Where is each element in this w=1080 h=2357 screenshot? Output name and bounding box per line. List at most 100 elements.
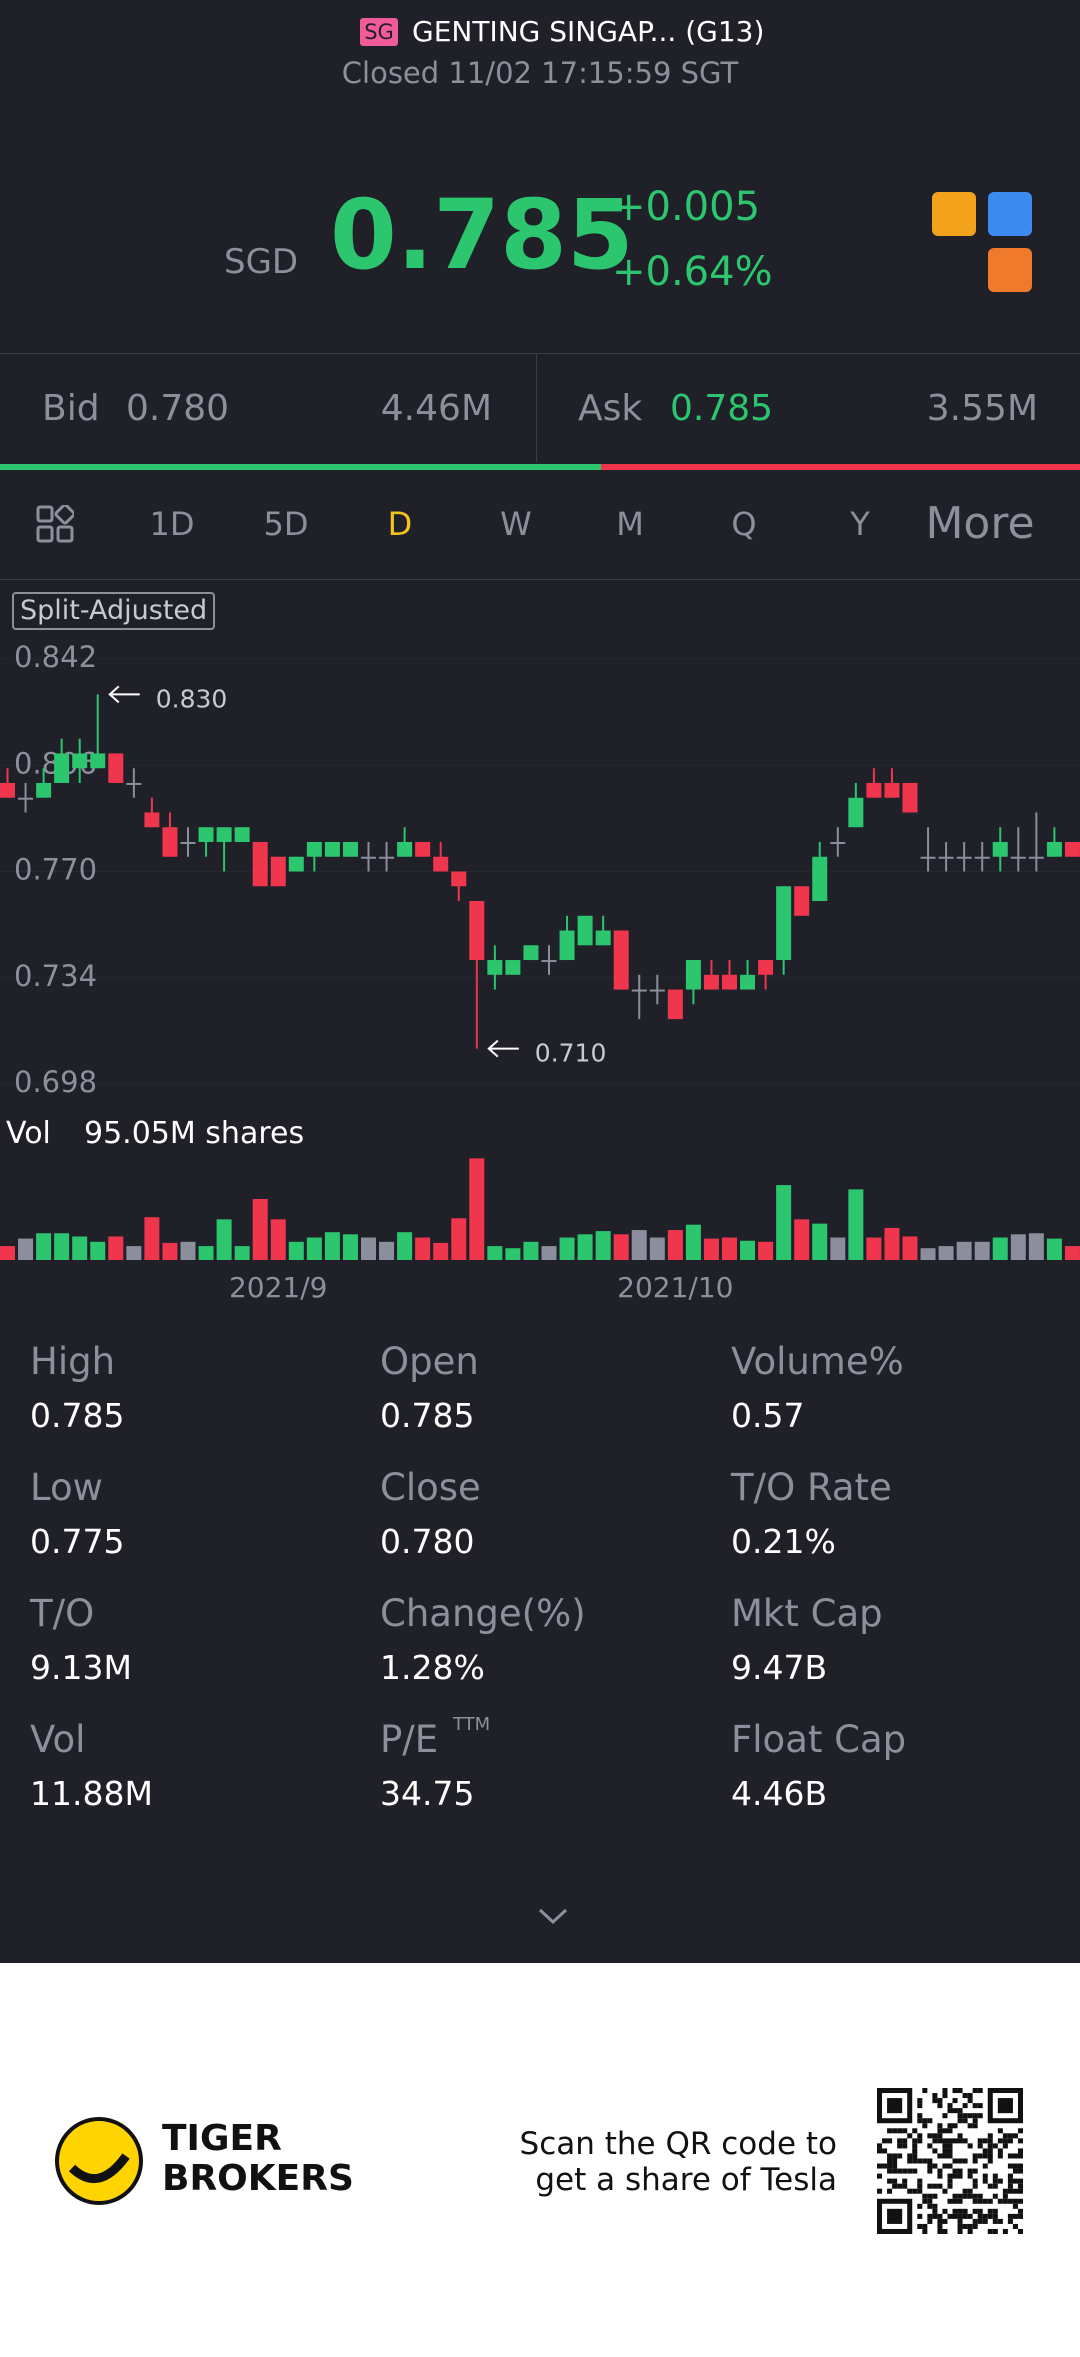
qr-module	[917, 2158, 923, 2164]
layout-icon[interactable]	[36, 503, 76, 543]
expand-chevron[interactable]	[536, 1905, 570, 1927]
qr-module	[1012, 2188, 1018, 2194]
qr-module	[1002, 2143, 1008, 2149]
qr-module	[962, 2188, 968, 2194]
qr-module	[982, 2178, 988, 2184]
qr-module	[912, 2128, 918, 2134]
volume-bar	[108, 1236, 124, 1260]
candle-body	[324, 841, 340, 857]
volume-text: 95.05M shares	[84, 1116, 305, 1151]
volume-bar	[1028, 1233, 1044, 1260]
qr-module	[937, 2213, 943, 2219]
qr-module	[1012, 2213, 1018, 2219]
volume-bar	[848, 1189, 864, 1260]
qr-module	[1012, 2153, 1018, 2159]
qr-module	[962, 2223, 968, 2229]
volume-bar	[361, 1237, 376, 1260]
qr-module	[987, 2138, 993, 2144]
qr-module	[927, 2163, 933, 2169]
period-tab[interactable]: More	[925, 498, 1035, 549]
qr-module	[977, 2103, 983, 2109]
stat-label: Vol	[30, 1718, 86, 1761]
qr-module	[972, 2168, 978, 2174]
qr-finder-core	[887, 2098, 903, 2114]
qr-module	[932, 2208, 938, 2214]
dividend-icon[interactable]	[932, 192, 976, 236]
candle-body	[162, 827, 178, 857]
qr-module	[922, 2118, 928, 2124]
volume-bar	[162, 1242, 178, 1260]
qr-module	[927, 2213, 933, 2219]
qr-module	[952, 2123, 958, 2129]
qr-module	[917, 2203, 923, 2209]
qr-module	[892, 2168, 898, 2174]
qr-module	[937, 2228, 943, 2234]
period-tab[interactable]: M	[616, 505, 644, 543]
qr-module	[967, 2173, 973, 2179]
candle-body	[613, 930, 629, 990]
volume-bar	[722, 1237, 737, 1260]
qr-module	[952, 2208, 958, 2214]
volume-bar	[126, 1246, 142, 1260]
qr-module	[952, 2088, 958, 2094]
qr-module	[952, 2108, 958, 2114]
qr-module	[957, 2218, 963, 2224]
period-tab[interactable]: D	[387, 505, 413, 543]
qr-module	[927, 2183, 933, 2189]
period-tab[interactable]: Y	[850, 505, 870, 543]
volume-bar	[487, 1246, 503, 1260]
qr-module	[912, 2188, 918, 2194]
qr-module	[912, 2158, 918, 2164]
qr-module	[992, 2178, 998, 2184]
qr-module	[992, 2143, 998, 2149]
brand-logo	[55, 2117, 143, 2205]
event-icon[interactable]	[988, 248, 1032, 292]
qr-module	[937, 2218, 943, 2224]
divider	[0, 579, 1080, 580]
candle-body	[252, 841, 268, 887]
candle-body	[956, 856, 972, 859]
volume-bar	[306, 1237, 322, 1260]
qr-module	[1017, 2153, 1023, 2159]
qr-module	[1002, 2188, 1008, 2194]
qr-module	[952, 2198, 958, 2204]
qr-module	[942, 2088, 948, 2094]
qr-module	[957, 2088, 963, 2094]
qr-module	[927, 2143, 933, 2149]
qr-module	[892, 2158, 898, 2164]
candle-body	[108, 753, 124, 783]
flash-icon[interactable]	[988, 192, 1032, 236]
qr-module	[957, 2108, 963, 2114]
volume-bar	[252, 1199, 268, 1260]
candle-body	[180, 841, 196, 844]
volume-bar	[830, 1237, 846, 1260]
qr-module	[957, 2168, 963, 2174]
qr-module	[947, 2128, 953, 2134]
qr-module	[897, 2183, 903, 2189]
qr-module	[952, 2138, 958, 2144]
qr-module	[892, 2183, 898, 2189]
volume-bar	[1064, 1246, 1080, 1260]
ask-size: 3.55M	[926, 388, 1038, 429]
candle-body	[1010, 856, 1026, 859]
qr-module	[922, 2158, 928, 2164]
qr-module	[1007, 2183, 1013, 2189]
qr-module	[1002, 2138, 1008, 2144]
qr-module	[907, 2133, 913, 2139]
qr-module	[957, 2213, 963, 2219]
qr-module	[937, 2133, 943, 2139]
qr-module	[947, 2173, 953, 2179]
period-tab[interactable]: W	[500, 505, 532, 543]
period-tab[interactable]: 5D	[263, 505, 309, 543]
volume-bar	[956, 1241, 972, 1260]
period-tab[interactable]: Q	[731, 505, 757, 543]
candle-body	[758, 960, 774, 975]
candle-body	[794, 886, 810, 916]
stock-title[interactable]: GENTING SINGAP... (G13)	[412, 15, 765, 48]
period-tab[interactable]: 1D	[149, 505, 195, 543]
qr-module	[922, 2193, 928, 2199]
stat-value: 34.75	[380, 1774, 475, 1813]
candle-body	[974, 856, 990, 859]
qr-module	[972, 2158, 978, 2164]
qr-module	[1002, 2228, 1008, 2234]
